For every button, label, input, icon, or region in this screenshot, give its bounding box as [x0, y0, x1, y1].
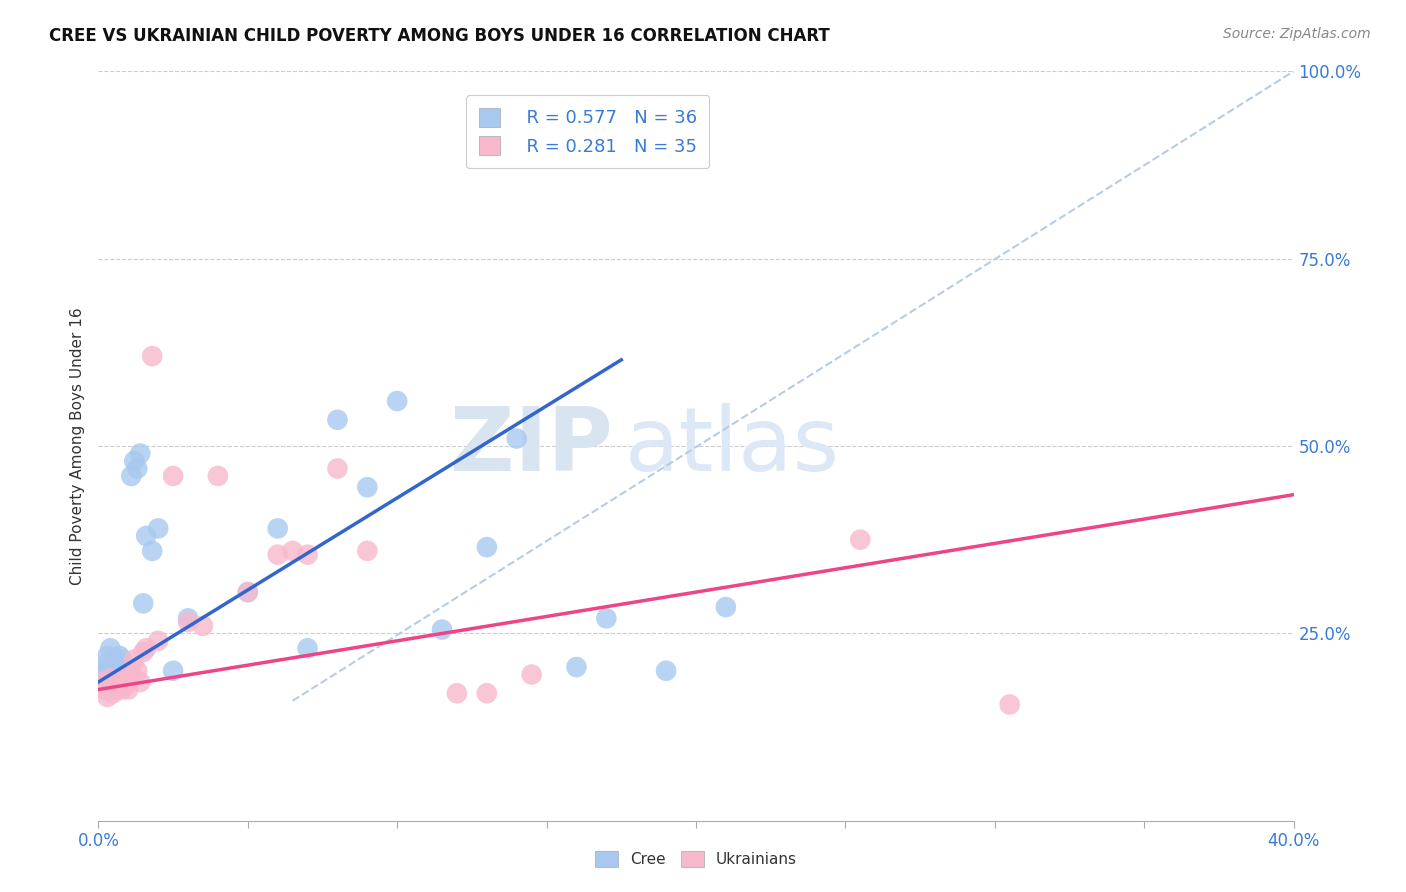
- Point: [124, 454, 146, 468]
- Point: [148, 521, 170, 535]
- Point: [475, 686, 498, 700]
- Point: [96, 679, 118, 693]
- Point: [135, 529, 157, 543]
- Point: [98, 641, 122, 656]
- Point: [326, 413, 349, 427]
- Text: ZIP: ZIP: [450, 402, 613, 490]
- Point: [356, 480, 378, 494]
- Point: [111, 652, 134, 666]
- Point: [127, 461, 149, 475]
- Point: [191, 619, 214, 633]
- Point: [129, 446, 152, 460]
- Point: [236, 585, 259, 599]
- Point: [998, 698, 1021, 712]
- Point: [162, 469, 184, 483]
- Point: [141, 349, 163, 363]
- Y-axis label: Child Poverty Among Boys Under 16: Child Poverty Among Boys Under 16: [69, 307, 84, 585]
- Point: [520, 667, 543, 681]
- Point: [124, 652, 146, 666]
- Point: [132, 596, 155, 610]
- Point: [103, 660, 125, 674]
- Point: [114, 675, 136, 690]
- Point: [120, 664, 142, 678]
- Point: [96, 690, 118, 704]
- Point: [132, 645, 155, 659]
- Point: [120, 469, 142, 483]
- Point: [96, 648, 118, 663]
- Point: [103, 686, 125, 700]
- Point: [207, 469, 229, 483]
- Point: [111, 682, 134, 697]
- Legend: Cree, Ukrainians: Cree, Ukrainians: [589, 845, 803, 873]
- Point: [177, 615, 200, 629]
- Point: [326, 461, 349, 475]
- Point: [117, 671, 139, 685]
- Point: [714, 600, 737, 615]
- Point: [135, 641, 157, 656]
- Point: [267, 548, 290, 562]
- Point: [595, 611, 617, 625]
- Point: [93, 682, 115, 697]
- Point: [105, 652, 128, 666]
- Point: [430, 623, 453, 637]
- Point: [297, 548, 319, 562]
- Point: [117, 682, 139, 697]
- Point: [297, 641, 319, 656]
- Point: [475, 540, 498, 554]
- Point: [93, 664, 115, 678]
- Point: [90, 667, 112, 681]
- Point: [236, 585, 259, 599]
- Point: [655, 664, 678, 678]
- Point: [446, 686, 468, 700]
- Point: [108, 675, 131, 690]
- Point: [162, 664, 184, 678]
- Point: [127, 664, 149, 678]
- Point: [267, 521, 290, 535]
- Text: Source: ZipAtlas.com: Source: ZipAtlas.com: [1223, 27, 1371, 41]
- Point: [96, 657, 118, 671]
- Text: CREE VS UKRAINIAN CHILD POVERTY AMONG BOYS UNDER 16 CORRELATION CHART: CREE VS UKRAINIAN CHILD POVERTY AMONG BO…: [49, 27, 830, 45]
- Point: [849, 533, 872, 547]
- Point: [117, 664, 139, 678]
- Point: [506, 432, 529, 446]
- Text: atlas: atlas: [624, 402, 839, 490]
- Point: [565, 660, 588, 674]
- Point: [108, 648, 131, 663]
- Point: [90, 675, 112, 690]
- Point: [356, 544, 378, 558]
- Point: [98, 671, 122, 685]
- Point: [103, 667, 125, 681]
- Point: [141, 544, 163, 558]
- Point: [129, 675, 152, 690]
- Point: [105, 682, 128, 697]
- Point: [385, 394, 409, 409]
- Point: [117, 667, 139, 681]
- Point: [114, 679, 136, 693]
- Point: [281, 544, 304, 558]
- Point: [148, 633, 170, 648]
- Point: [177, 611, 200, 625]
